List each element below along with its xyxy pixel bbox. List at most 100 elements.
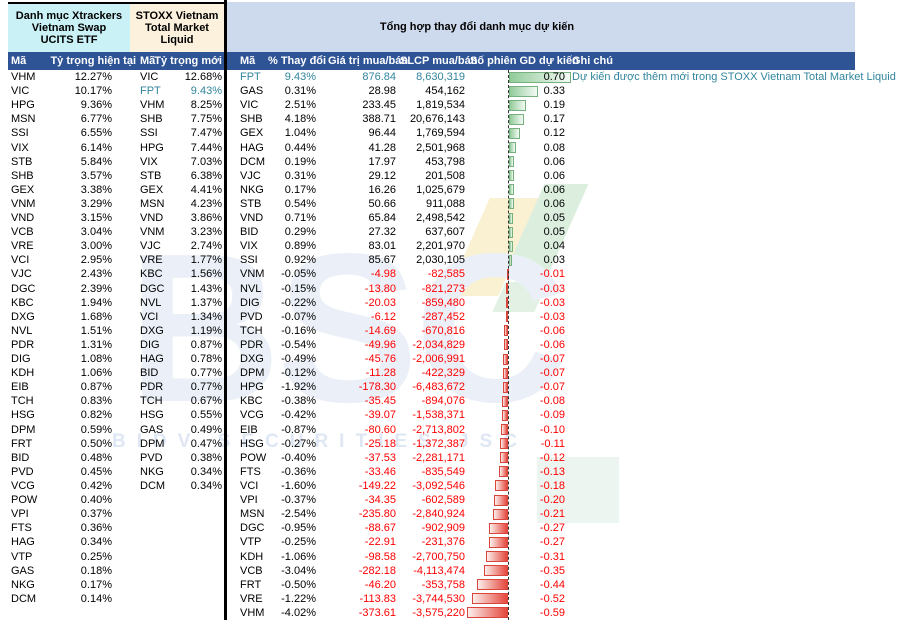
change-pct-cell: 4.18% (284, 113, 316, 126)
change-sessions-cell: -0.10 (539, 423, 565, 436)
change-value-cell: -34.35 (364, 494, 396, 507)
etf-weight-cell: 3.04% (80, 226, 112, 239)
sessions-databar (501, 409, 508, 421)
stoxx-code-cell: VRE (140, 254, 163, 267)
stoxx-weight-cell: 0.67% (190, 395, 222, 408)
change-sessions-cell: -0.01 (539, 268, 565, 281)
etf-weight-cell: 0.82% (80, 409, 112, 422)
etf-code-cell: GEX (11, 183, 35, 196)
etf-weight-cell: 0.42% (80, 479, 112, 492)
change-shares-cell: -859,480 (421, 296, 465, 309)
change-value-cell: 28.98 (368, 85, 396, 98)
etf-weight-cell: 2.39% (80, 282, 112, 295)
stoxx-code-cell: NKG (140, 465, 164, 478)
etf-weight-cell: 3.00% (80, 240, 112, 253)
sessions-databar (501, 424, 508, 436)
stoxx-weight-cell: 9.43% (190, 85, 222, 98)
sessions-databar (509, 254, 512, 266)
change-value-cell: -11.28 (365, 367, 396, 380)
change-pct-cell: -4.02% (281, 606, 316, 619)
col-header-change-pct: % Thay đổi (268, 55, 327, 67)
change-value-cell: -22.91 (364, 536, 396, 549)
stoxx-code-cell: STB (140, 169, 162, 182)
sessions-databar (509, 127, 520, 139)
change-sessions-cell: -0.35 (539, 564, 565, 577)
etf-code-cell: FRT (11, 437, 33, 450)
stoxx-weight-cell: 1.37% (190, 296, 222, 309)
stoxx-weight-cell: 0.47% (190, 437, 222, 450)
change-code-cell: SSI (240, 254, 258, 267)
etf-weight-cell: 0.83% (80, 395, 112, 408)
change-code-cell: VJC (240, 169, 261, 182)
change-code-cell: VCG (240, 409, 264, 422)
change-value-cell: 83.01 (368, 240, 396, 253)
stoxx-code-cell: VIX (140, 155, 158, 168)
etf-code-cell: EIB (11, 381, 29, 394)
change-pct-cell: 0.92% (284, 254, 316, 267)
change-value-cell: 233.45 (362, 99, 396, 112)
stoxx-code-cell: FPT (140, 85, 161, 98)
etf-code-cell: NKG (11, 578, 35, 591)
change-pct-cell: 0.31% (284, 169, 316, 182)
change-sessions-cell: -0.07 (539, 353, 565, 366)
etf-code-cell: VND (11, 212, 35, 225)
stoxx-weight-cell: 1.56% (190, 268, 222, 281)
etf-code-cell: VJC (11, 268, 32, 281)
change-pct-cell: -0.95% (281, 522, 316, 535)
change-shares-cell: -2,700,750 (412, 550, 465, 563)
change-sessions-cell: -0.06 (539, 338, 565, 351)
change-value-cell: 16.26 (368, 183, 396, 196)
change-value-cell: 388.71 (362, 113, 396, 126)
change-pct-cell: -0.25% (281, 536, 316, 549)
change-shares-cell: -3,092,546 (412, 479, 465, 492)
stoxx-section-title: STOXX Vietnam Total Market Liquid (130, 2, 224, 52)
change-code-cell: KDH (240, 550, 264, 563)
change-shares-cell: 20,676,143 (409, 113, 465, 126)
etf-weight-cell: 6.77% (80, 113, 112, 126)
change-pct-cell: 2.51% (284, 99, 316, 112)
etf-code-cell: SHB (11, 169, 34, 182)
section-divider-line (224, 0, 227, 620)
change-pct-cell: -0.40% (281, 451, 316, 464)
etf-weight-cell: 2.95% (80, 254, 112, 267)
sessions-databar (509, 71, 571, 83)
stoxx-weight-cell: 0.38% (190, 451, 222, 464)
sessions-databar (493, 508, 508, 520)
etf-code-cell: STB (11, 155, 33, 168)
change-pct-cell: -1.06% (281, 550, 316, 563)
change-sessions-cell: -0.06 (539, 324, 565, 337)
change-sessions-cell: -0.27 (539, 536, 565, 549)
change-value-cell: 876.84 (362, 71, 396, 83)
etf-weight-cell: 0.48% (80, 451, 112, 464)
sessions-databar (503, 367, 508, 379)
stoxx-weight-cell: 0.78% (190, 353, 222, 366)
col-header-etf-weight: Tỷ trọng hiện tại (50, 55, 136, 67)
change-sessions-cell: -0.52 (539, 592, 565, 605)
change-pct-cell: 0.71% (284, 212, 316, 225)
etf-code-cell: VIX (11, 141, 29, 154)
change-shares-cell: -2,713,802 (412, 423, 465, 436)
etf-weight-cell: 0.25% (80, 550, 112, 563)
change-code-cell: KBC (240, 395, 263, 408)
change-sessions-cell: -0.03 (539, 282, 565, 295)
change-pct-cell: -0.54% (281, 338, 316, 351)
etf-weight-cell: 0.40% (80, 494, 112, 507)
change-shares-cell: 453,798 (425, 155, 465, 168)
etf-weight-cell: 6.55% (80, 127, 112, 140)
etf-weight-cell: 2.43% (80, 268, 112, 281)
etf-code-cell: KBC (11, 296, 34, 309)
etf-code-cell: VIC (11, 85, 30, 98)
change-code-cell: STB (240, 197, 262, 210)
change-code-cell: DCM (240, 155, 266, 168)
sessions-databar (495, 480, 508, 492)
etf-code-cell: SSI (11, 127, 29, 140)
etf-weight-cell: 0.50% (80, 437, 112, 450)
change-value-cell: -373.61 (358, 606, 396, 619)
change-pct-cell: 0.89% (284, 240, 316, 253)
etf-code-cell: DCM (11, 592, 37, 605)
change-pct-cell: 0.54% (284, 197, 316, 210)
change-pct-cell: -0.07% (281, 310, 316, 323)
sessions-databar (494, 494, 508, 506)
change-shares-cell: -2,840,924 (412, 508, 465, 521)
